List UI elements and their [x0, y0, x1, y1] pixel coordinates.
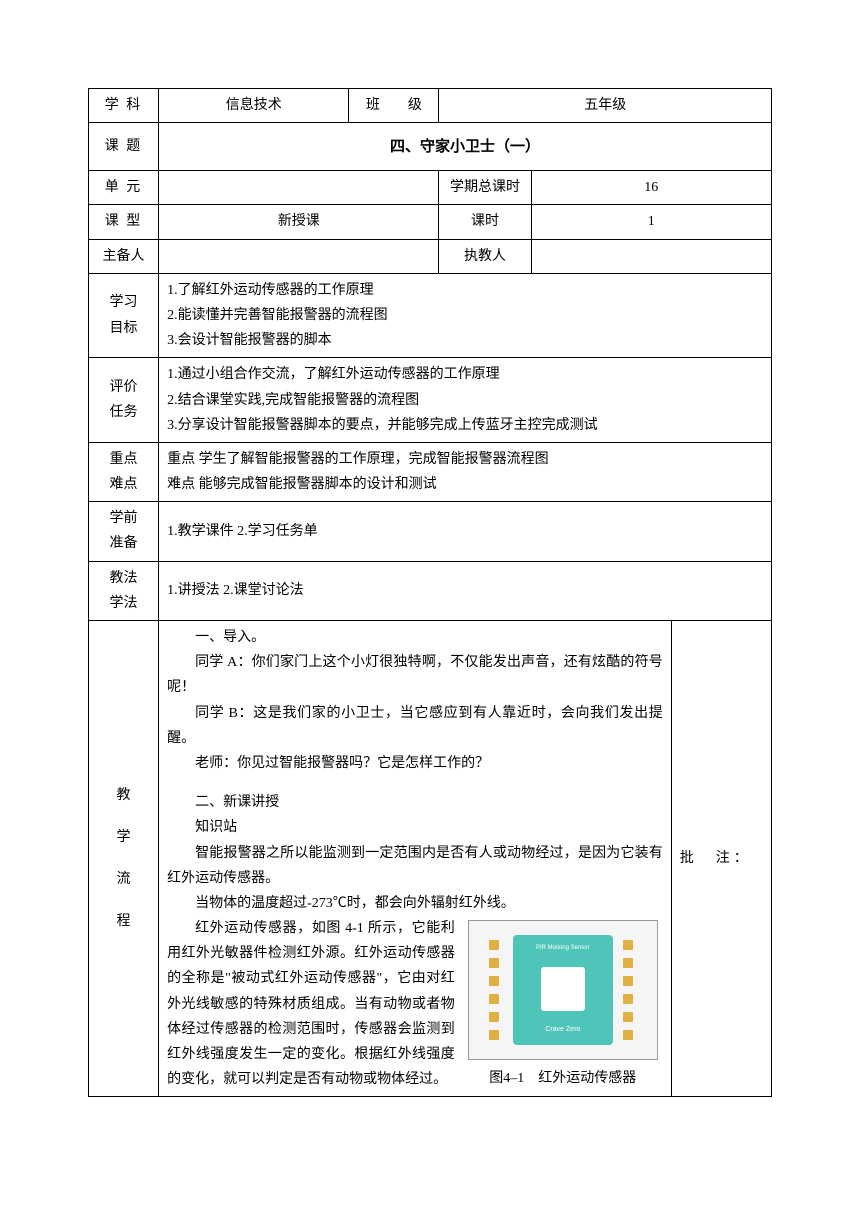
- flow-p1: 一、导入。: [167, 625, 663, 650]
- type-label: 课 型: [89, 205, 159, 239]
- method-label: 教法 学法: [89, 561, 159, 620]
- topic-value: 四、守家小卫士（一）: [159, 123, 772, 171]
- arrow-left-icon: →: [525, 977, 539, 1002]
- row-type: 课 型 新授课 课时 1: [89, 205, 772, 239]
- flow-p5: 二、新课讲授: [167, 790, 663, 815]
- flow-p6: 知识站: [167, 815, 663, 840]
- prep-label: 学前 准备: [89, 502, 159, 561]
- period-value: 1: [531, 205, 771, 239]
- teacher-value: [531, 239, 771, 273]
- flow-p2: 同学 A：你们家门上这个小灯很独特啊，不仅能发出声音，还有炫酷的符号呢！: [167, 650, 663, 700]
- flow-p7: 智能报警器之所以能监测到一定范围内是否有人或动物经过，是因为它装有红外运动传感器…: [167, 841, 663, 891]
- row-preparer: 主备人 执教人: [89, 239, 772, 273]
- class-value: 五年级: [439, 89, 772, 123]
- term-total-label: 学期总课时: [439, 171, 531, 205]
- period-label: 课时: [439, 205, 531, 239]
- flow-p9a: 红外运动传感器，如图 4-1 所示，它能利用红外光敏器件检测红外源。红外运动传感…: [167, 916, 455, 1092]
- flow-p9-text: 红外运动传感器，如图 4-1 所示，它能利用红外光敏器件检测红外源。红外运动传感…: [167, 916, 455, 1092]
- sensor-top-label: PIR Motiong Sensor: [536, 943, 590, 954]
- row-topic: 课 题 四、守家小卫士（一）: [89, 123, 772, 171]
- goals-content: 1.了解红外运动传感器的工作原理 2.能读懂并完善智能报警器的流程图 3.会设计…: [159, 273, 772, 358]
- main-prep-value: [159, 239, 439, 273]
- sensor-image: PIR Motiong Sensor → ← Crave Zero: [468, 920, 658, 1060]
- sensor-module: PIR Motiong Sensor → ← Crave Zero: [513, 935, 613, 1045]
- lesson-plan-table: 学 科 信息技术 班 级 五年级 课 题 四、守家小卫士（一） 单 元 学期总课…: [88, 88, 772, 1097]
- sensor-lens: → ←: [541, 967, 585, 1011]
- row-unit: 单 元 学期总课时 16: [89, 171, 772, 205]
- row-prep: 学前 准备 1.教学课件 2.学习任务单: [89, 502, 772, 561]
- flow-label: 教 学 流 程: [89, 621, 159, 1097]
- flow-p3: 同学 B：这是我们家的小卫士，当它感应到有人靠近时，会向我们发出提醒。: [167, 701, 663, 751]
- eval-content: 1.通过小组合作交流，了解红外运动传感器的工作原理 2.结合课堂实践,完成智能报…: [159, 358, 772, 443]
- row-flow: 教 学 流 程 一、导入。 同学 A：你们家门上这个小灯很独特啊，不仅能发出声音…: [89, 621, 772, 1097]
- prep-content: 1.教学课件 2.学习任务单: [159, 502, 772, 561]
- subject-value: 信息技术: [159, 89, 349, 123]
- row-eval: 评价 任务 1.通过小组合作交流，了解红外运动传感器的工作原理 2.结合课堂实践…: [89, 358, 772, 443]
- flow-p4: 老师：你见过智能报警器吗？它是怎样工作的？: [167, 751, 663, 776]
- teacher-label: 执教人: [439, 239, 531, 273]
- subject-label: 学 科: [89, 89, 159, 123]
- topic-label: 课 题: [89, 123, 159, 171]
- sensor-bottom-label: Crave Zero: [545, 1024, 580, 1037]
- sensor-left-strip: [489, 936, 503, 1044]
- row-method: 教法 学法 1.讲授法 2.课堂讨论法: [89, 561, 772, 620]
- main-prep-label: 主备人: [89, 239, 159, 273]
- unit-value: [159, 171, 439, 205]
- unit-label: 单 元: [89, 171, 159, 205]
- flow-p8: 当物体的温度超过-273℃时，都会向外辐射红外线。: [167, 891, 663, 916]
- row-subject: 学 科 信息技术 班 级 五年级: [89, 89, 772, 123]
- arrow-right-icon: ←: [587, 977, 601, 1002]
- sensor-right-strip: [623, 936, 637, 1044]
- key-label: 重点 难点: [89, 442, 159, 501]
- key-content: 重点 学生了解智能报警器的工作原理，完成智能报警器流程图 难点 能够完成智能报警…: [159, 442, 772, 501]
- class-label: 班 级: [349, 89, 439, 123]
- goals-label: 学习 目标: [89, 273, 159, 358]
- row-key: 重点 难点 重点 学生了解智能报警器的工作原理，完成智能报警器流程图 难点 能够…: [89, 442, 772, 501]
- type-value: 新授课: [159, 205, 439, 239]
- figure-caption: 图4–1 红外运动传感器: [463, 1066, 663, 1091]
- row-goals: 学习 目标 1.了解红外运动传感器的工作原理 2.能读懂并完善智能报警器的流程图…: [89, 273, 772, 358]
- eval-label: 评价 任务: [89, 358, 159, 443]
- sensor-figure: PIR Motiong Sensor → ← Crave Zero 图4–1 红…: [463, 920, 663, 1091]
- flow-content: 一、导入。 同学 A：你们家门上这个小灯很独特啊，不仅能发出声音，还有炫酷的符号…: [159, 621, 672, 1097]
- method-content: 1.讲授法 2.课堂讨论法: [159, 561, 772, 620]
- term-total-value: 16: [531, 171, 771, 205]
- flow-text-figure-wrap: 红外运动传感器，如图 4-1 所示，它能利用红外光敏器件检测红外源。红外运动传感…: [167, 916, 663, 1092]
- notes-cell: 批 注：: [671, 621, 771, 1097]
